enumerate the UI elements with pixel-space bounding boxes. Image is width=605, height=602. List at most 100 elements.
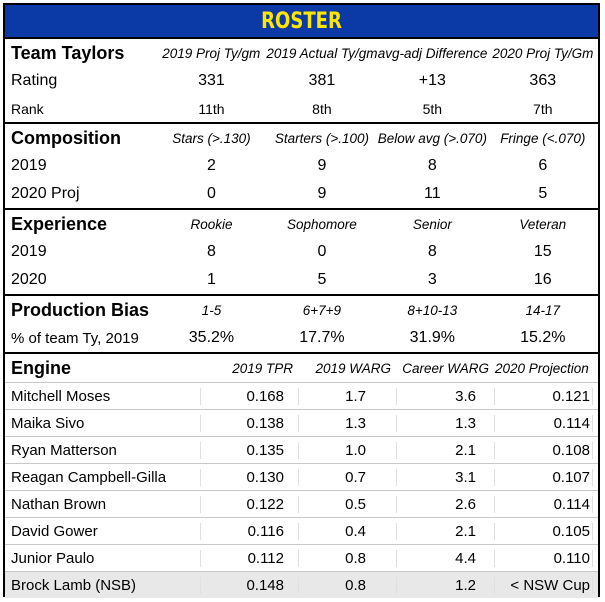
cell: 0.168 xyxy=(201,387,299,405)
column-header: 2019 WARG xyxy=(315,360,391,376)
production-header-row: Production Bias 1-5 6+7+9 8+10-13 14-17 xyxy=(5,296,598,324)
cell: 1.3 xyxy=(397,414,495,432)
cell: 0.8 xyxy=(299,549,397,567)
cell: 3.1 xyxy=(397,468,495,486)
team-label: Team Taylors xyxy=(11,42,125,63)
cell: 0.148 xyxy=(201,576,299,594)
cell: 0.114 xyxy=(495,495,593,513)
cell: 0.5 xyxy=(299,495,397,513)
cell: 363 xyxy=(529,72,557,89)
column-header: Veteran xyxy=(519,216,567,232)
cell: 2.1 xyxy=(397,441,495,459)
team-header-row: Team Taylors 2019 Proj Ty/gm 2019 Actual… xyxy=(5,39,598,67)
table-row: Nathan Brown 0.122 0.5 2.6 0.114 xyxy=(5,490,598,517)
section-label: Engine xyxy=(11,357,72,378)
cell: 0.105 xyxy=(495,522,593,540)
cell: 15 xyxy=(533,243,552,260)
cell: 0.122 xyxy=(201,495,299,513)
cell: 0.107 xyxy=(495,468,593,486)
table-row: Mitchell Moses 0.168 1.7 3.6 0.121 xyxy=(5,382,598,409)
column-header: 8+10-13 xyxy=(407,302,458,318)
cell: 0.138 xyxy=(201,414,299,432)
row-label: Rank xyxy=(11,100,44,117)
column-header: 2019 Actual Ty/gm xyxy=(266,45,378,61)
cell: 3 xyxy=(427,271,437,288)
cell: 11th xyxy=(198,100,225,117)
section-label: Composition xyxy=(11,127,121,148)
cell: 15.2% xyxy=(520,329,566,346)
cell: +13 xyxy=(418,72,446,89)
cell: 0.108 xyxy=(495,441,593,459)
composition-row: 2019 2 9 8 6 xyxy=(5,152,598,180)
player-name: Maika Sivo xyxy=(5,414,201,432)
row-label: 2020 xyxy=(11,271,47,288)
column-header: Stars (>.130) xyxy=(172,130,251,146)
table-row: Ryan Matterson 0.135 1.0 2.1 0.108 xyxy=(5,436,598,463)
rank-row: Rank 11th 8th 5th 7th xyxy=(5,95,598,122)
player-name: Nathan Brown xyxy=(5,495,201,513)
table-row: Junior Paulo 0.112 0.8 4.4 0.110 xyxy=(5,544,598,571)
cell: 1.2 xyxy=(397,576,495,594)
column-header: 1-5 xyxy=(201,302,222,318)
row-label: % of team Ty, 2019 xyxy=(11,329,139,347)
column-header: Starters (>.100) xyxy=(274,130,369,146)
engine-section: Engine 2019 TPR 2019 WARG Career WARG 20… xyxy=(5,354,598,598)
row-label: 2019 xyxy=(11,157,47,174)
column-header: 2020 Proj Ty/Gm xyxy=(492,45,594,61)
table-row: Maika Sivo 0.138 1.3 1.3 0.114 xyxy=(5,409,598,436)
player-name: Reagan Campbell-Gilla xyxy=(5,468,201,486)
column-header: avg-adj Difference xyxy=(377,45,488,61)
cell: 9 xyxy=(317,185,327,202)
cell: 0 xyxy=(317,243,327,260)
cell: 16 xyxy=(533,271,552,288)
cell: 8 xyxy=(427,243,437,260)
cell: 331 xyxy=(198,72,225,89)
player-name: Junior Paulo xyxy=(5,549,201,567)
cell: 0.110 xyxy=(495,549,593,567)
cell: 0.8 xyxy=(299,576,397,594)
experience-header-row: Experience Rookie Sophomore Senior Veter… xyxy=(5,210,598,238)
cell: 4.4 xyxy=(397,549,495,567)
section-label: Experience xyxy=(11,213,108,234)
cell: 0.112 xyxy=(201,549,299,567)
column-header: 14-17 xyxy=(525,302,561,318)
cell: 6 xyxy=(538,157,548,174)
column-header: 6+7+9 xyxy=(302,302,342,318)
cell: 0.116 xyxy=(201,522,299,540)
column-header: Fringe (<.070) xyxy=(500,130,586,146)
cell: 35.2% xyxy=(188,329,235,346)
player-name: David Gower xyxy=(5,522,201,540)
composition-header-row: Composition Stars (>.130) Starters (>.10… xyxy=(5,124,598,152)
section-label: Production Bias xyxy=(11,299,150,320)
rating-row: Rating 331 381 +13 363 xyxy=(5,67,598,95)
table-row: Brock Lamb (NSB) 0.148 0.8 1.2 < NSW Cup xyxy=(5,571,598,598)
cell: 1.0 xyxy=(299,441,397,459)
cell: 381 xyxy=(308,72,336,89)
cell: 1.7 xyxy=(299,387,397,405)
cell: 0.130 xyxy=(201,468,299,486)
cell: 11 xyxy=(424,185,441,202)
column-header: Rookie xyxy=(190,216,233,232)
cell: 0 xyxy=(207,185,216,202)
cell: 3.6 xyxy=(397,387,495,405)
column-header: Senior xyxy=(412,216,452,232)
player-name: Mitchell Moses xyxy=(5,387,201,405)
cell: 1.3 xyxy=(299,414,397,432)
row-label: 2019 xyxy=(11,243,47,260)
experience-row: 2019 8 0 8 15 xyxy=(5,238,598,266)
cell: 0.4 xyxy=(299,522,397,540)
roster-panel: ROSTER Team Taylors 2019 Proj Ty/gm 2019… xyxy=(3,3,600,598)
cell: 5th xyxy=(422,100,443,117)
column-header: 2020 Projection xyxy=(495,360,589,376)
player-name: Ryan Matterson xyxy=(5,441,201,459)
column-header: 2019 TPR xyxy=(232,360,293,376)
team-section: Team Taylors 2019 Proj Ty/gm 2019 Actual… xyxy=(5,39,598,124)
row-label: 2020 Proj xyxy=(11,185,80,202)
experience-row: 2020 1 5 3 16 xyxy=(5,266,598,294)
column-header: Career WARG xyxy=(402,360,489,376)
production-row: % of team Ty, 2019 35.2% 17.7% 31.9% 15.… xyxy=(5,324,598,352)
cell: 8 xyxy=(207,243,216,260)
experience-section: Experience Rookie Sophomore Senior Veter… xyxy=(5,210,598,296)
cell: 2 xyxy=(207,157,216,174)
cell: 1 xyxy=(207,271,216,288)
